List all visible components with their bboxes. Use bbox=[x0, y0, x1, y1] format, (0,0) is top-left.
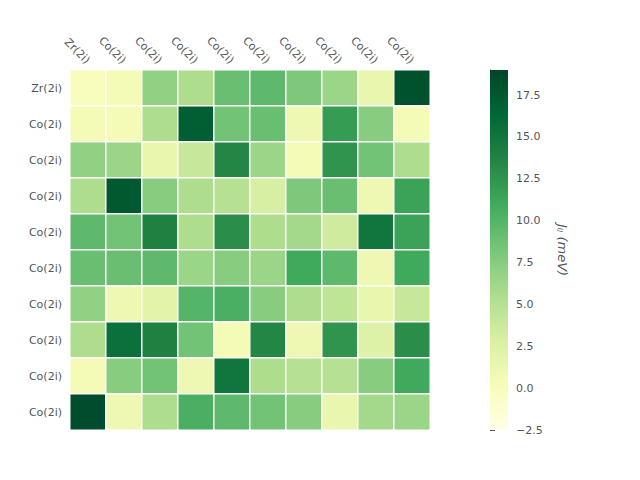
svg-text:Co(2i): Co(2i) bbox=[132, 34, 165, 67]
svg-text:10.0: 10.0 bbox=[516, 214, 541, 227]
svg-text:Co(2i): Co(2i) bbox=[29, 154, 62, 167]
svg-text:Zr(2i): Zr(2i) bbox=[62, 36, 93, 67]
svg-text:Co(2i): Co(2i) bbox=[276, 34, 309, 67]
svg-text:Co(2i): Co(2i) bbox=[29, 334, 62, 347]
svg-text:Co(2i): Co(2i) bbox=[168, 34, 201, 67]
svg-text:Co(2i): Co(2i) bbox=[29, 226, 62, 239]
svg-text:Jᵢⱼ (meV): Jᵢⱼ (meV) bbox=[555, 221, 570, 276]
svg-text:Zr(2i): Zr(2i) bbox=[31, 82, 62, 95]
svg-text:Co(2i): Co(2i) bbox=[312, 34, 345, 67]
svg-text:Co(2i): Co(2i) bbox=[29, 370, 62, 383]
svg-text:0.0: 0.0 bbox=[516, 382, 534, 395]
svg-text:Co(2i): Co(2i) bbox=[29, 298, 62, 311]
svg-text:17.5: 17.5 bbox=[516, 89, 541, 102]
svg-text:7.5: 7.5 bbox=[516, 256, 534, 269]
svg-text:Co(2i): Co(2i) bbox=[348, 34, 381, 67]
svg-text:−2.5: −2.5 bbox=[516, 424, 543, 437]
svg-text:Co(2i): Co(2i) bbox=[29, 190, 62, 203]
svg-text:12.5: 12.5 bbox=[516, 172, 541, 185]
svg-text:15.0: 15.0 bbox=[516, 130, 541, 143]
svg-text:Co(2i): Co(2i) bbox=[204, 34, 237, 67]
svg-text:Co(2i): Co(2i) bbox=[29, 406, 62, 419]
svg-text:Co(2i): Co(2i) bbox=[96, 34, 129, 67]
svg-text:Co(2i): Co(2i) bbox=[29, 262, 62, 275]
svg-text:Co(2i): Co(2i) bbox=[384, 34, 417, 67]
svg-text:5.0: 5.0 bbox=[516, 298, 534, 311]
svg-text:2.5: 2.5 bbox=[516, 340, 534, 353]
svg-text:Co(2i): Co(2i) bbox=[240, 34, 273, 67]
svg-text:Co(2i): Co(2i) bbox=[29, 118, 62, 131]
